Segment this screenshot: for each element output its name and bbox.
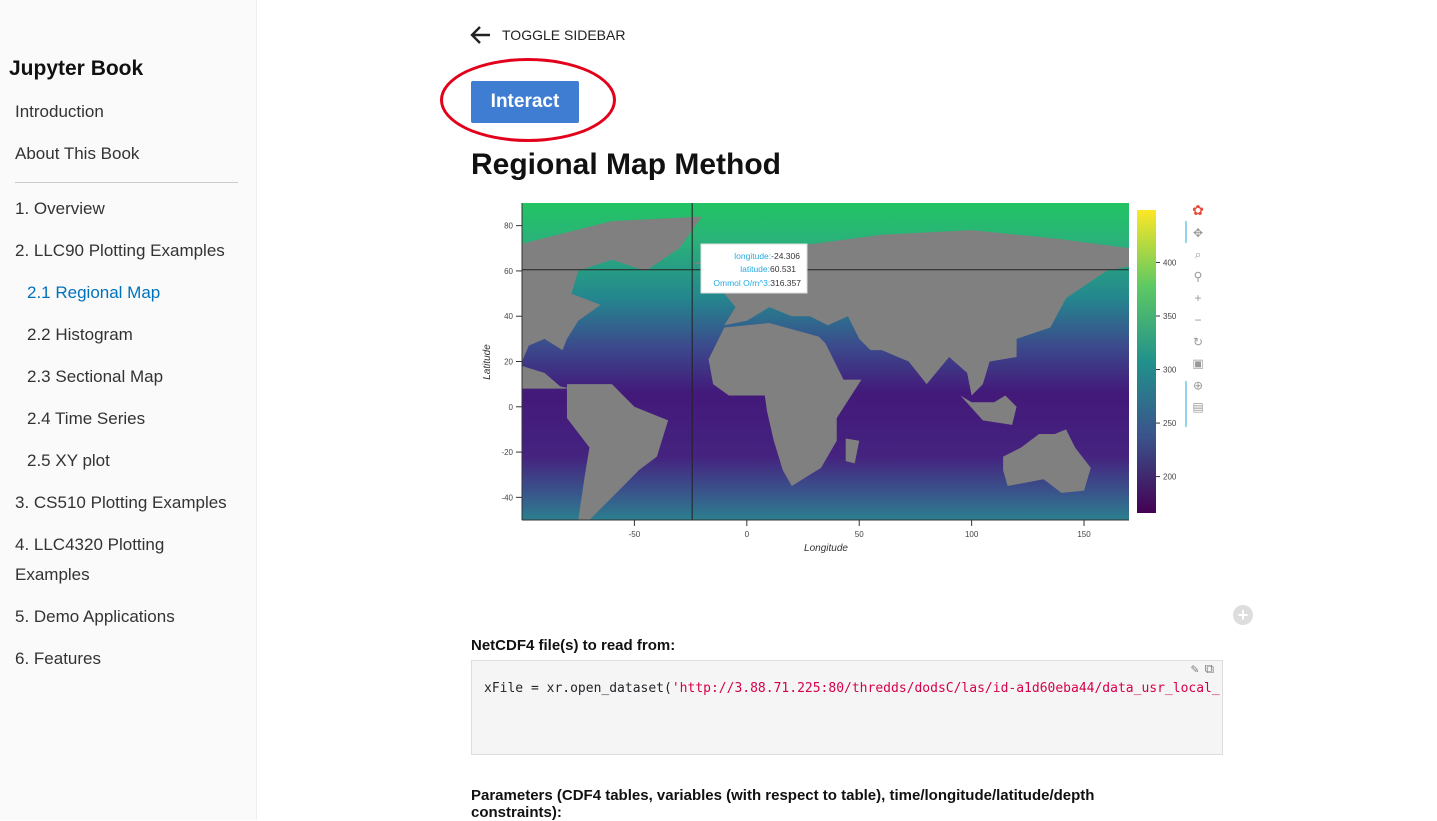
x-tick-label: 100 <box>965 530 979 539</box>
wheel-zoom-icon[interactable]: ⚲ <box>1194 269 1203 283</box>
brand-title[interactable]: Jupyter Book <box>9 57 144 80</box>
sidebar-divider <box>15 182 238 183</box>
edit-pencil-icon[interactable]: ✎ <box>1190 662 1199 677</box>
land-region <box>566 384 669 520</box>
tooltip-value: 316.357 <box>770 278 801 288</box>
svg-text:latitude:60.531: latitude:60.531 <box>740 264 796 274</box>
nav-xy-plot[interactable]: 2.5 XY plot <box>27 451 110 470</box>
land-mask <box>522 216 1129 520</box>
zoom-in-icon[interactable]: + <box>1194 291 1201 305</box>
axes: -50 0 50 100 150 80 60 40 20 0 -20 -40 <box>501 203 1129 539</box>
hover-icon[interactable]: ▤ <box>1192 400 1203 414</box>
svg-text:longitude:-24.306: longitude:-24.306 <box>734 251 800 261</box>
nav-demo[interactable]: 5. Demo Applications <box>15 607 175 626</box>
pan-icon[interactable]: ✥ <box>1193 226 1203 240</box>
page-title: Regional Map Method <box>471 148 781 181</box>
code-prefix: xFile = xr.open_dataset( <box>484 681 672 696</box>
zoom-out-icon[interactable]: − <box>1194 313 1201 327</box>
y-tick-label: -40 <box>501 493 513 502</box>
y-tick-label: 80 <box>504 222 513 231</box>
nav-overview[interactable]: 1. Overview <box>15 199 105 218</box>
land-region <box>845 438 860 464</box>
y-tick-label: 60 <box>504 267 513 276</box>
save-icon[interactable]: ▣ <box>1192 357 1203 371</box>
nav-llc4320-cont[interactable]: Examples <box>15 565 90 584</box>
colorbar-tick-label: 250 <box>1163 419 1177 428</box>
land-region <box>522 366 572 389</box>
x-tick-label: 150 <box>1077 530 1091 539</box>
colorbar <box>1137 210 1156 513</box>
box-zoom-icon[interactable]: ⌕ <box>1195 248 1202 262</box>
nav-histogram[interactable]: 2.2 Histogram <box>27 325 133 344</box>
nav-features[interactable]: 6. Features <box>15 649 101 668</box>
colorbar-tick-label: 300 <box>1163 366 1177 375</box>
sidebar: Jupyter Book Introduction About This Boo… <box>0 0 257 820</box>
crosshair-icon[interactable]: ⊕ <box>1193 378 1203 392</box>
svg-text:Ommol O/m^3:316.357: Ommol O/m^3:316.357 <box>713 278 801 288</box>
interact-button[interactable]: Interact <box>471 81 579 123</box>
land-region <box>1003 429 1091 493</box>
toggle-sidebar-button[interactable]: TOGGLE SIDEBAR <box>470 24 625 46</box>
tooltip-key: Ommol O/m^3: <box>713 278 770 288</box>
arrow-left-icon <box>470 26 490 44</box>
colorbar-tick-label: 350 <box>1163 312 1177 321</box>
x-tick-label: -50 <box>629 530 641 539</box>
land-region <box>522 216 702 362</box>
nav-about[interactable]: About This Book <box>15 144 140 163</box>
code-string: 'http://3.88.71.225:80/thredds/dodsC/las… <box>671 681 1220 696</box>
netcdf-label: NetCDF4 file(s) to read from: <box>471 637 676 654</box>
hover-tooltip: longitude:-24.306 latitude:60.531 Ommol … <box>700 243 808 294</box>
bokeh-logo-icon[interactable]: ✿ <box>1192 202 1204 218</box>
y-tick-label: -20 <box>501 448 513 457</box>
nav-cs510[interactable]: 3. CS510 Plotting Examples <box>15 493 227 512</box>
x-tick-label: 0 <box>745 530 750 539</box>
tooltip-value: -24.306 <box>771 251 800 261</box>
copy-icon[interactable]: ⧉ <box>1204 662 1214 677</box>
plot-toolbar: ✿ ✥ ⌕ ⚲ + − ↻ ▣ ⊕ ▤ <box>1185 202 1204 427</box>
y-axis-label: Latitude <box>482 344 493 380</box>
toggle-sidebar-label: TOGGLE SIDEBAR <box>502 27 626 43</box>
colorbar-ticks: 400 350 300 250 200 <box>1156 258 1177 482</box>
x-axis-label: Longitude <box>804 543 848 554</box>
tooltip-value: 60.531 <box>770 264 796 274</box>
land-region <box>724 230 1129 396</box>
nav-regional-map[interactable]: 2.1 Regional Map <box>27 283 161 302</box>
land-region <box>960 395 1017 425</box>
y-tick-label: 40 <box>504 312 513 321</box>
y-tick-label: 0 <box>509 403 514 412</box>
colorbar-tick-label: 200 <box>1163 473 1177 482</box>
add-cell-icon[interactable]: + <box>1233 605 1253 625</box>
parameters-label: Parameters (CDF4 tables, variables (with… <box>471 787 1095 821</box>
nav-introduction[interactable]: Introduction <box>15 102 104 121</box>
nav-sectional-map[interactable]: 2.3 Sectional Map <box>27 367 164 386</box>
colorbar-tick-label: 400 <box>1163 258 1177 267</box>
code-cell[interactable]: xFile = xr.open_dataset('http://3.88.71.… <box>471 660 1223 755</box>
tooltip-key: latitude: <box>740 264 770 274</box>
land-region <box>708 323 862 487</box>
nav-time-series[interactable]: 2.4 Time Series <box>27 409 146 428</box>
reset-icon[interactable]: ↻ <box>1193 335 1203 349</box>
nav-llc4320[interactable]: 4. LLC4320 Plotting <box>15 535 165 554</box>
nav-llc90[interactable]: 2. LLC90 Plotting Examples <box>15 241 225 260</box>
x-tick-label: 50 <box>855 530 864 539</box>
tooltip-key: longitude: <box>734 251 771 261</box>
y-tick-label: 20 <box>504 358 513 367</box>
